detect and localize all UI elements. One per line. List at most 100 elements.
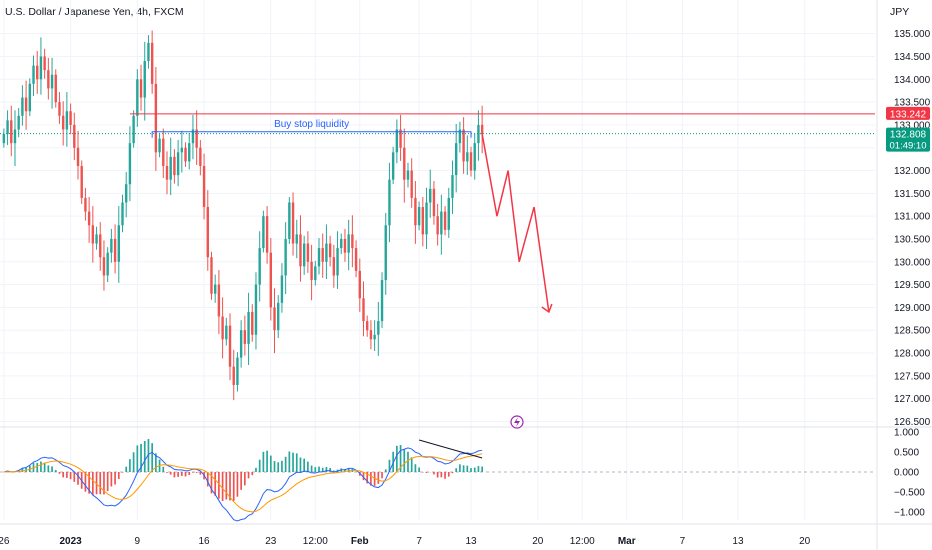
candle-body xyxy=(314,266,317,281)
candle-body xyxy=(69,111,72,125)
price-tick-label: 131.500 xyxy=(894,189,931,200)
candle-body xyxy=(110,238,113,253)
candle-body xyxy=(291,202,295,244)
indicator-tick-label: 1.000 xyxy=(894,428,919,439)
candle-body xyxy=(469,152,473,171)
time-tick-label: 13 xyxy=(732,536,744,547)
time-tick-label: 26 xyxy=(0,536,10,547)
candle-body xyxy=(136,79,139,116)
candle-body xyxy=(262,216,265,249)
candle-body xyxy=(403,147,406,180)
candle-body xyxy=(173,156,176,176)
candle-body xyxy=(24,97,28,112)
candle-body xyxy=(217,284,221,317)
price-badge-green xyxy=(886,127,930,152)
candle-body xyxy=(347,234,350,253)
candle-body xyxy=(6,120,9,135)
candle-body xyxy=(28,83,32,112)
time-tick-label: 13 xyxy=(465,536,477,547)
candle-body xyxy=(199,147,202,166)
candle-body xyxy=(440,211,443,235)
candle-body xyxy=(239,330,243,358)
candle-body xyxy=(425,202,428,235)
candle-body xyxy=(117,225,120,262)
candle-body xyxy=(284,238,287,276)
candle-body xyxy=(132,115,135,144)
candle-body xyxy=(225,325,228,340)
candle-body xyxy=(147,42,150,62)
candle-body xyxy=(462,129,465,162)
candle-body xyxy=(447,197,450,230)
candle-body xyxy=(232,366,235,385)
candle-body xyxy=(454,143,458,176)
candle-body xyxy=(466,152,469,162)
time-tick-label: 12:00 xyxy=(570,536,595,547)
time-tick-label: 7 xyxy=(416,536,422,547)
buy-stop-label: Buy stop liquidity xyxy=(274,119,349,130)
candle-body xyxy=(343,238,347,253)
price-tick-label: 126.500 xyxy=(894,417,931,428)
chart-title: U.S. Dollar / Japanese Yen, 4h, FXCM xyxy=(5,6,184,18)
candle-body xyxy=(251,311,254,335)
candle-body xyxy=(17,115,20,130)
price-tick-label: 129.500 xyxy=(894,280,931,291)
price-tick-label: 135.000 xyxy=(894,29,931,40)
candle-body xyxy=(36,65,39,80)
price-tick-label: 132.000 xyxy=(894,166,931,177)
candle-body xyxy=(158,138,161,153)
candle-body xyxy=(61,115,65,130)
candle-body xyxy=(50,74,54,89)
candle-body xyxy=(317,248,321,267)
candle-body xyxy=(87,211,91,226)
candle-body xyxy=(143,61,146,98)
candle-body xyxy=(169,156,172,180)
price-tick-label: 127.500 xyxy=(894,371,931,382)
candle-body xyxy=(58,102,61,116)
price-tick-label: 131.000 xyxy=(894,212,931,223)
candle-body xyxy=(128,143,132,185)
time-tick-label: 12:00 xyxy=(303,536,328,547)
candle-body xyxy=(373,334,376,340)
candle-body xyxy=(221,316,224,340)
candle-body xyxy=(473,143,476,171)
price-tick-label: 128.000 xyxy=(894,349,931,360)
candle-body xyxy=(95,234,98,244)
candle-body xyxy=(414,197,417,226)
time-tick-label: 7 xyxy=(680,536,686,547)
candle-body xyxy=(188,143,191,162)
price-badge-red xyxy=(886,106,930,120)
candle-body xyxy=(125,184,128,203)
price-tick-label: 133.500 xyxy=(894,98,931,109)
price-tick-label: 134.000 xyxy=(894,75,931,86)
candle-body xyxy=(380,280,384,322)
candle-body xyxy=(99,234,102,258)
candle-body xyxy=(210,257,213,294)
candle-body xyxy=(391,152,395,180)
candle-body xyxy=(65,111,69,130)
candle-body xyxy=(84,197,87,212)
candle-body xyxy=(362,298,365,322)
candle-body xyxy=(299,234,302,267)
projection-arrowhead xyxy=(541,303,553,314)
price-tick-label: 128.500 xyxy=(894,326,931,337)
price-badge-red-text: 133.242 xyxy=(890,109,927,120)
candle-body xyxy=(410,170,413,198)
price-tick-label: 127.000 xyxy=(894,394,931,405)
candle-body xyxy=(365,321,369,331)
candle-body xyxy=(80,165,83,198)
candle-body xyxy=(443,211,447,230)
price-tick-label: 130.500 xyxy=(894,234,931,245)
candle-body xyxy=(32,65,35,84)
candle-body xyxy=(265,216,269,253)
candle-body xyxy=(340,238,343,249)
candle-body xyxy=(332,257,336,276)
time-tick-label: Feb xyxy=(351,536,369,547)
candle-body xyxy=(73,124,76,148)
candle-body xyxy=(21,97,24,116)
candle-body xyxy=(195,129,198,148)
candle-body xyxy=(306,243,310,262)
candle-body xyxy=(351,234,354,249)
candle-body xyxy=(417,207,421,226)
buy-stop-bracket xyxy=(151,131,472,138)
